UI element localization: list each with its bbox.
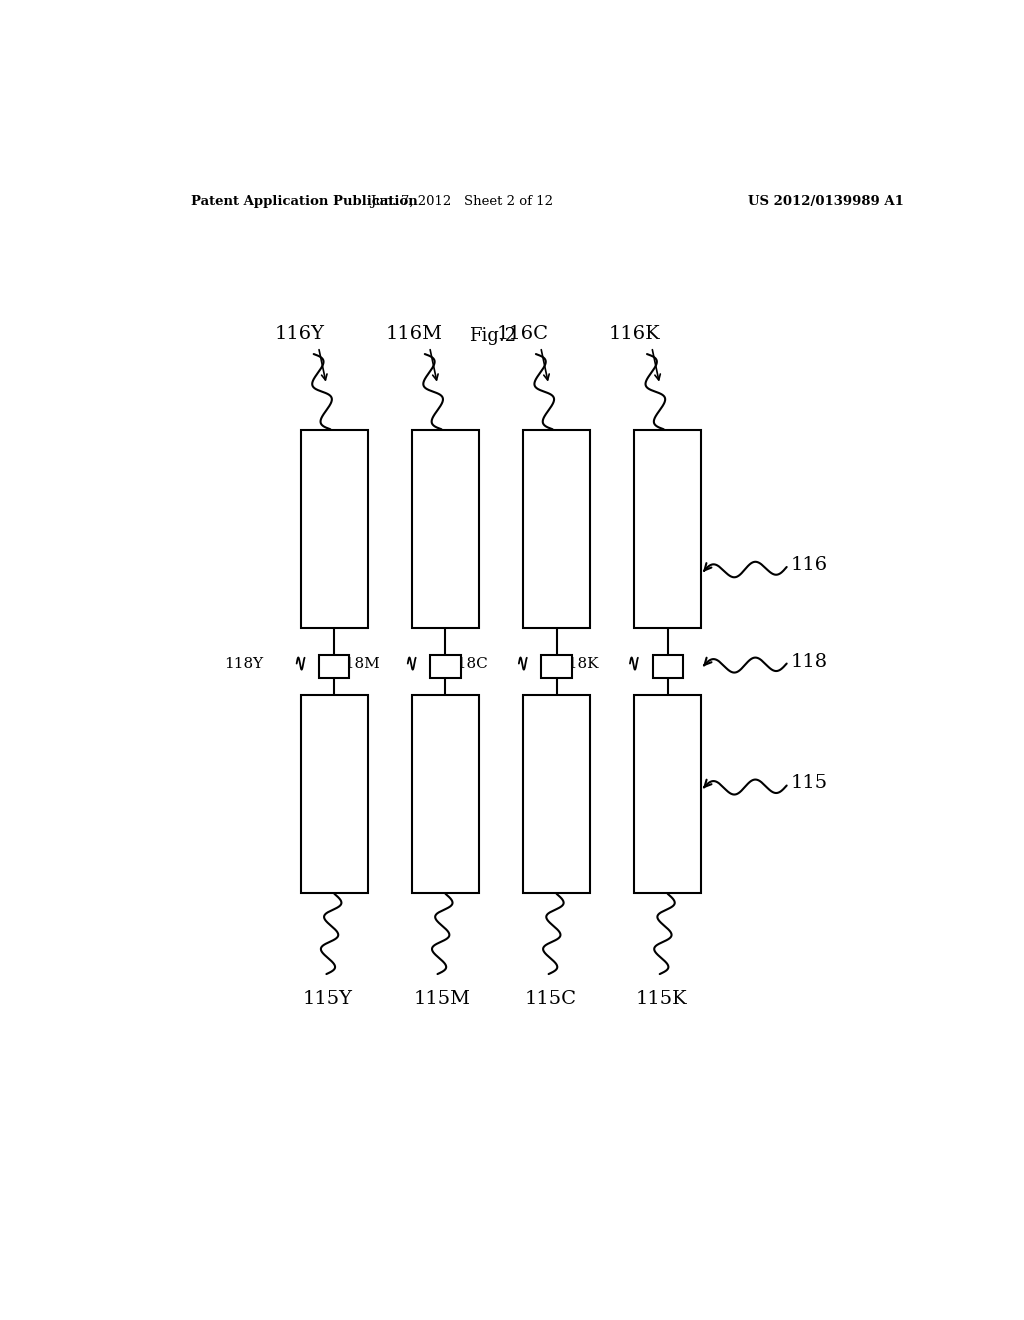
Text: 115K: 115K [636, 990, 687, 1008]
Text: 116M: 116M [386, 325, 443, 343]
Bar [523, 694, 590, 892]
Bar [430, 656, 461, 677]
Text: US 2012/0139989 A1: US 2012/0139989 A1 [749, 194, 904, 207]
Text: 115Y: 115Y [303, 990, 352, 1008]
Bar [523, 430, 590, 628]
Bar [301, 694, 368, 892]
Text: Jun. 7, 2012   Sheet 2 of 12: Jun. 7, 2012 Sheet 2 of 12 [370, 194, 553, 207]
Bar [634, 694, 701, 892]
Text: Patent Application Publication: Patent Application Publication [191, 194, 418, 207]
Text: 118Y: 118Y [224, 656, 263, 671]
Text: 115M: 115M [414, 990, 471, 1008]
Text: 115: 115 [791, 775, 827, 792]
Text: 116: 116 [791, 556, 827, 574]
Text: 116C: 116C [497, 325, 549, 343]
Bar [542, 656, 571, 677]
Bar [412, 430, 479, 628]
Text: 118K: 118K [558, 656, 598, 671]
Text: 115C: 115C [524, 990, 577, 1008]
Bar [301, 430, 368, 628]
Bar [634, 430, 701, 628]
Bar [319, 656, 349, 677]
Bar [652, 656, 683, 677]
Text: 118M: 118M [336, 656, 380, 671]
Text: 118C: 118C [446, 656, 487, 671]
Text: 118: 118 [791, 652, 827, 671]
Bar [412, 694, 479, 892]
Text: 116Y: 116Y [274, 325, 325, 343]
Text: 116K: 116K [608, 325, 659, 343]
Text: Fig.2: Fig.2 [469, 327, 517, 346]
